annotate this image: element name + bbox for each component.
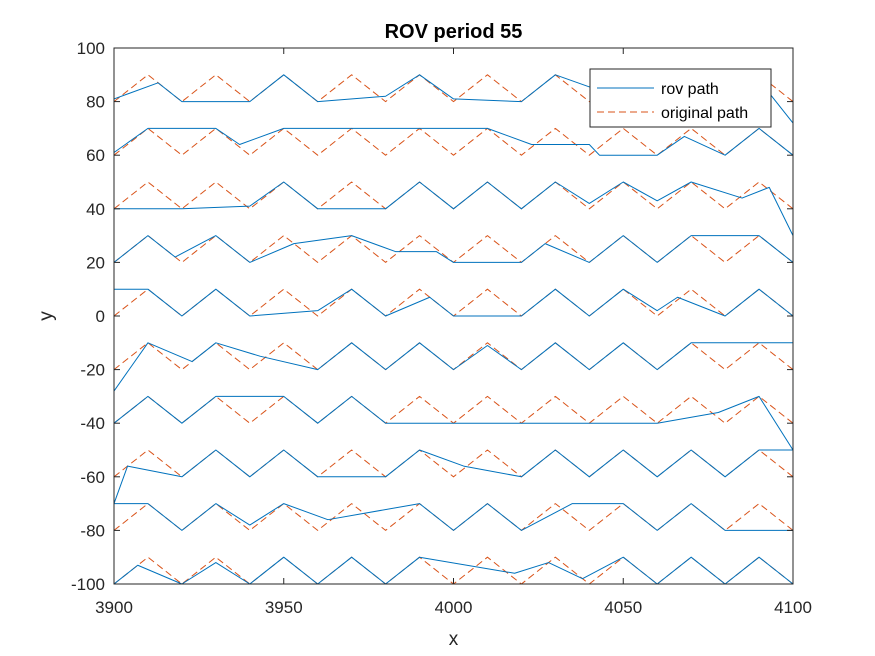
legend: rov path original path <box>589 68 772 128</box>
y-tick-label-100: 100 <box>77 39 105 58</box>
series-line-rov-path-5 <box>113 342 793 392</box>
y-tick-label-20: 20 <box>86 253 105 272</box>
x-tick-label-4050: 4050 <box>604 598 642 617</box>
legend-label-rov-path: rov path <box>661 81 719 98</box>
x-axis-label: x <box>449 629 459 650</box>
chart-title: ROV period 55 <box>385 21 523 43</box>
y-tick-label-40: 40 <box>86 200 105 219</box>
legend-label-original-path: original path <box>661 105 748 122</box>
y-tick-label-60: 60 <box>86 146 105 165</box>
y-tick-label-0: 0 <box>96 307 105 326</box>
y-tick-label--100: -100 <box>71 575 105 594</box>
series-layer <box>113 74 794 585</box>
x-tick-label-3900: 3900 <box>95 598 133 617</box>
series-line-rov-path-3 <box>113 235 794 263</box>
series-line-rov-path-1 <box>113 127 794 156</box>
y-axis-label: y <box>36 311 57 321</box>
y-tick-label--20: -20 <box>80 361 105 380</box>
series-line-rov-path-6 <box>113 395 794 451</box>
series-line-rov-path-8 <box>114 503 793 531</box>
x-tick-label-4000: 4000 <box>435 598 473 617</box>
series-line-rov-path-4 <box>114 288 794 317</box>
y-tick-label--60: -60 <box>80 468 105 487</box>
y-tick-label--40: -40 <box>80 414 105 433</box>
series-line-rov-path-9 <box>113 556 794 585</box>
x-tick-label-3950: 3950 <box>265 598 303 617</box>
series-line-rov-path-2 <box>114 181 794 236</box>
x-tick-label-4100: 4100 <box>774 598 812 617</box>
y-tick-label--80: -80 <box>80 521 105 540</box>
tick-layer: 3900 3950 4000 4050 4100 -100 -80 -60 -40 -20 0 20 4… <box>71 39 812 617</box>
y-tick-label-80: 80 <box>86 93 105 112</box>
series-line-original-path-1 <box>113 127 794 156</box>
legend-box <box>589 68 772 128</box>
series-line-rov-path-7 <box>113 449 793 504</box>
